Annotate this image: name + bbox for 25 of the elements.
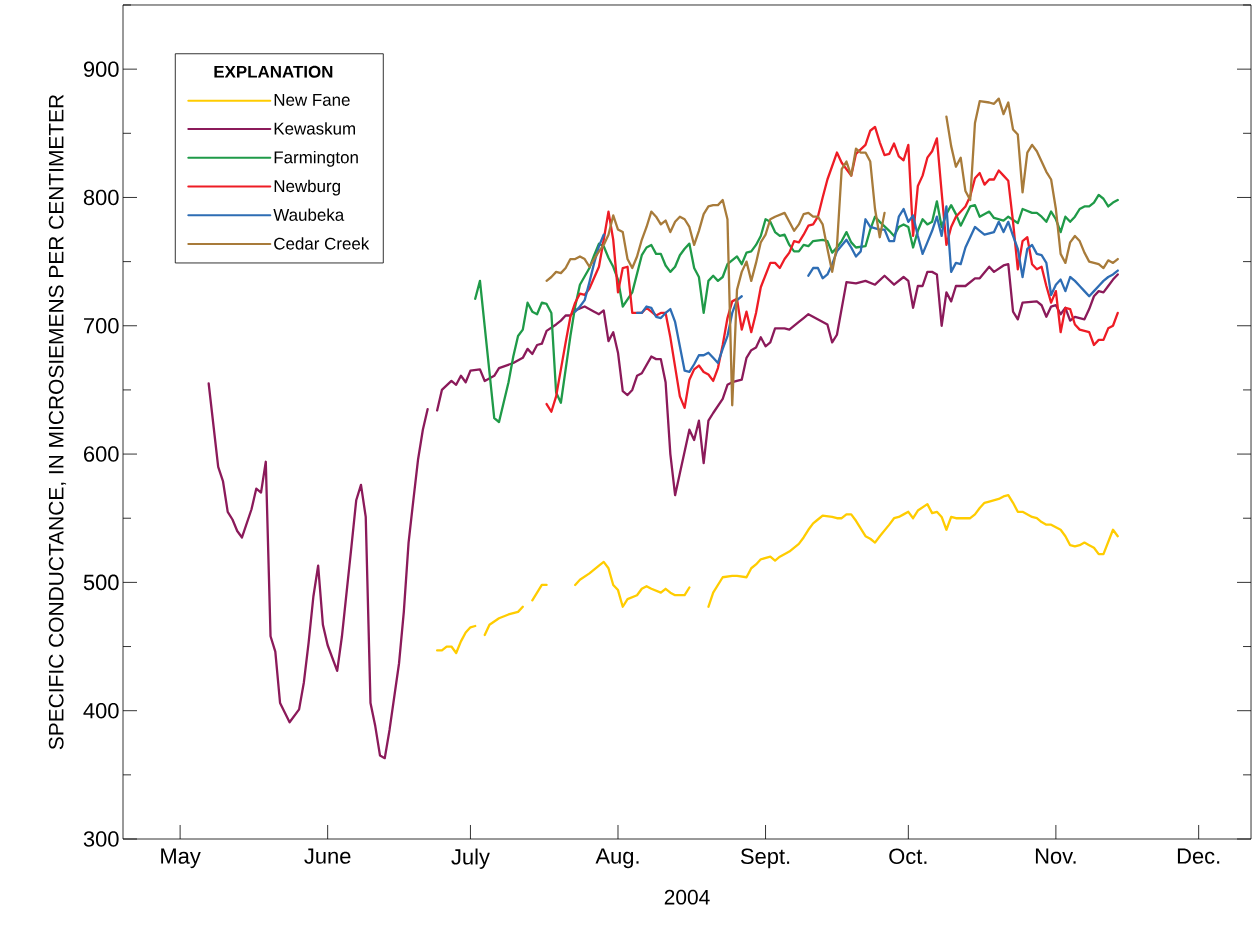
legend-label: Farmington (274, 150, 358, 167)
y-tick-label: 700 (84, 318, 119, 334)
y-tick-label: 400 (83, 702, 119, 719)
legend-label: Cedar Creek (274, 237, 370, 250)
y-tick-label: 800 (83, 189, 119, 206)
legend-label: New Fane (274, 94, 350, 106)
line-series (474, 193, 1119, 424)
x-tick-label: Aug. (595, 848, 639, 869)
x-tick-label: Nov. (1035, 848, 1076, 864)
y-axis-title: SPECIFIC CONDUCTANCE, IN MICROSIEMENS PER CENTIMETER (48, 94, 67, 750)
x-tick-label: Oct. (889, 848, 927, 865)
legend-label: Kewaskum (274, 122, 355, 135)
legend-label: Newburg (274, 179, 340, 196)
x-tick-label: June (304, 848, 351, 864)
x-axis-title: 2004 (664, 889, 710, 905)
y-tick-label: 600 (84, 446, 119, 462)
y-tick-label: 500 (83, 574, 119, 591)
x-tick-label: July (451, 848, 490, 869)
legend-title: EXPLANATION (214, 65, 333, 78)
y-tick-label: 300 (83, 831, 119, 847)
x-tick-label: May (161, 848, 201, 869)
x-tick-label: Dec. (1177, 848, 1220, 864)
legend-label: Waubeka (273, 208, 345, 221)
x-tick-label: Sept. (740, 848, 790, 869)
y-tick-label: 900 (83, 61, 119, 77)
